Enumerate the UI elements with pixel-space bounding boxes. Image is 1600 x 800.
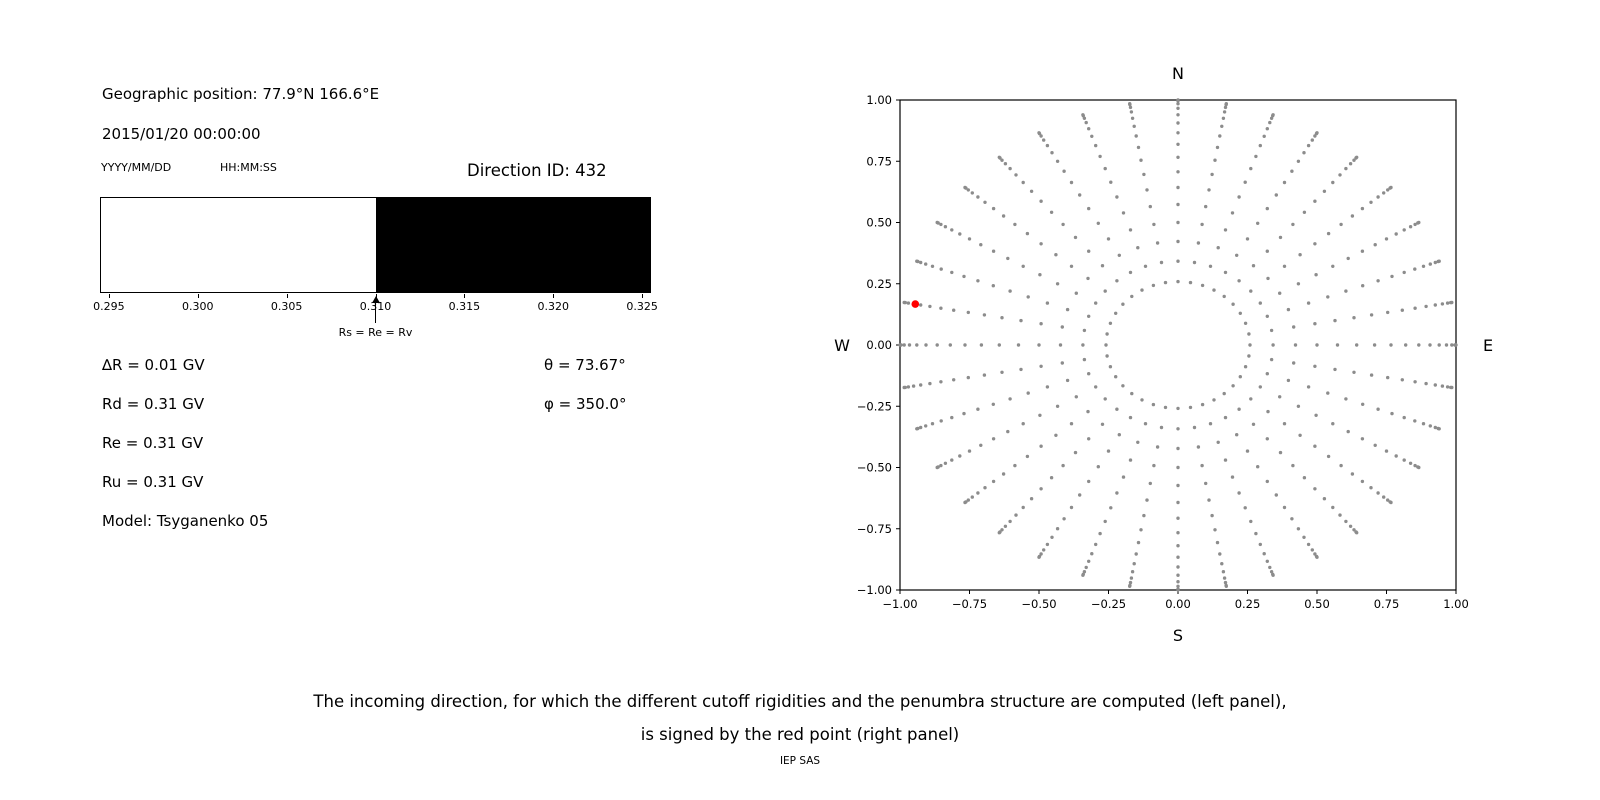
penumbra-x-tick-label: 0.315 [448,300,481,313]
direction-id-label: Direction ID: 432 [467,161,607,180]
penumbra-x-tick-mark [642,294,644,298]
penumbra-x-tick-mark [286,294,288,298]
arrow-line [374,302,377,323]
ru-value: Ru = 0.31 GV [102,473,204,491]
compass-east-label: E [1483,336,1493,355]
re-value: Re = 0.31 GV [102,434,204,452]
penumbra-x-tick-label: 0.300 [182,300,214,313]
y-tick-label: 0.50 [866,216,892,230]
x-tick-label: −0.25 [1091,597,1126,611]
x-tick-label: 0.00 [1165,597,1191,611]
y-tick-label: 0.00 [866,338,892,352]
arrow-up-icon [371,296,380,303]
y-tick-label: −0.25 [857,399,892,413]
rd-value: Rd = 0.31 GV [102,395,205,413]
x-tick-label: −0.75 [952,597,987,611]
direction-plot: N S W E −1.00 −0.75 −0.50 −0.25 0.00 0.25 0.50… [834,64,1493,645]
y-tick-label: 0.75 [866,154,892,168]
penumbra-x-tick-mark [464,294,466,298]
delta-r-value: ∆R = 0.01 GV [102,356,205,374]
phi-value: φ = 350.0° [544,395,627,413]
penumbra-segment [375,198,650,292]
direction-grid-dots [898,98,1458,592]
x-tick-label: 0.25 [1235,597,1261,611]
penumbra-x-tick-mark [553,294,555,298]
compass-north-label: N [1172,64,1184,83]
penumbra-x-tick-label: 0.305 [270,300,303,313]
credit-label: IEP SAS [779,755,821,767]
plot-generated-content: −1.00 −0.75 −0.50 −0.25 0.00 0.25 0.50 0.75 1.00… [857,93,1469,611]
x-tick-label: −1.00 [882,597,917,611]
penumbra-x-tick-mark [108,294,110,298]
y-tick-label: −1.00 [857,583,892,597]
figure-caption: The incoming direction, for which the di… [0,685,1600,751]
theta-value: θ = 73.67° [544,356,626,374]
penumbra-x-tick-label: 0.295 [93,300,125,313]
compass-south-label: S [1173,626,1183,645]
model-label: Model: Tsyganenko 05 [102,512,269,530]
penumbra-box [100,197,651,293]
compass-west-label: W [834,336,850,355]
y-tick-label: 0.25 [866,277,892,291]
datetime-text: 2015/01/20 00:00:00 [102,125,261,143]
penumbra-x-tick-mark [197,294,199,298]
caption-line-2: is signed by the red point (right panel) [640,725,960,744]
penumbra-x-tick-label: 0.320 [537,300,569,313]
caption-line-1: The incoming direction, for which the di… [313,692,1287,711]
selected-direction-red-point [911,300,920,308]
y-tick-label: 1.00 [866,93,892,107]
y-tick-label: −0.50 [857,461,892,475]
x-tick-label: 0.50 [1304,597,1330,611]
x-tick-label: −0.50 [1021,597,1056,611]
annotation-label: Rs = Re = Rv [338,326,413,339]
y-tick-label: −0.75 [857,522,892,536]
date-format-label: YYYY/MM/DD [101,161,172,174]
time-format-label: HH:MM:SS [220,161,277,174]
x-tick-label: 1.00 [1443,597,1469,611]
x-tick-label: 0.75 [1374,597,1400,611]
penumbra-x-tick-label: 0.325 [626,300,658,313]
penumbra-segment [101,198,376,292]
geo-position-text: Geographic position: 77.9°N 166.6°E [102,85,380,103]
